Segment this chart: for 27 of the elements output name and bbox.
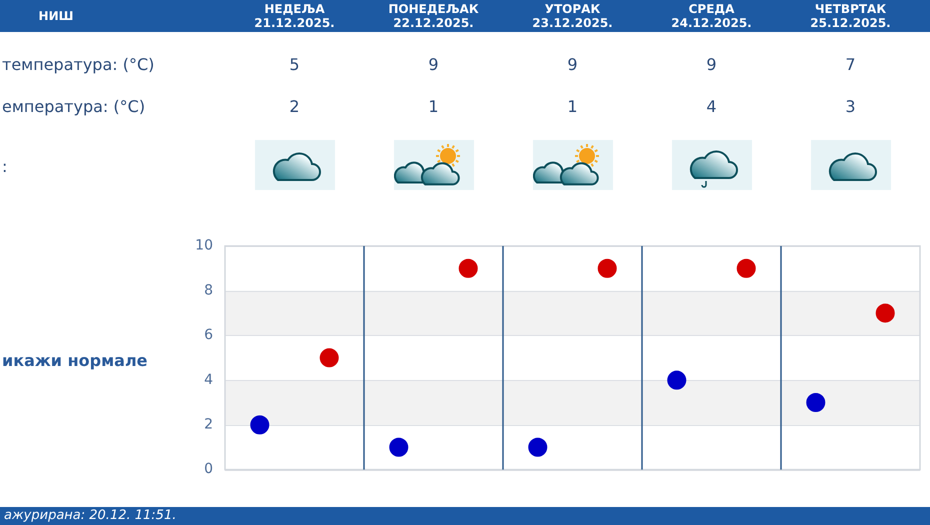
text: НЕДЕЉА 21.12.2025. (253, 2, 336, 30)
text: ЧЕТВРТАК 25.12.2025. (809, 2, 892, 30)
data-label: 1 (427, 97, 440, 116)
y-tick-label: 0 (204, 461, 213, 478)
text: НИШ (38, 9, 74, 23)
text: СРЕДА 24.12.2025. (670, 2, 753, 30)
text: икажи нормале (2, 351, 148, 370)
y-tick-label: 6 (204, 327, 214, 344)
data-label: 3 (844, 97, 857, 116)
y-tick-label: 2 (204, 416, 213, 433)
data-label: 1 (566, 97, 579, 116)
data-label: 9 (566, 55, 579, 74)
y-tick-label: 4 (204, 372, 214, 388)
data-label: 4 (705, 97, 718, 116)
y-tick-label: 10 (195, 238, 213, 254)
text: УТОРАК 23.12.2025. (531, 2, 614, 30)
data-label: 7 (844, 55, 857, 74)
y-tick-label: 8 (204, 282, 213, 298)
text: : (2, 157, 8, 176)
text: ажурирана: 20.12. 11:51. (4, 507, 176, 525)
text: ПОНЕДЕЉАК 22.12.2025. (387, 2, 480, 30)
data-label: 9 (427, 55, 440, 74)
data-label: 5 (288, 55, 301, 74)
text: емпература: (°C) (2, 97, 146, 116)
data-label: 9 (705, 55, 718, 74)
data-label: 2 (288, 97, 301, 116)
text: температура: (°C) (2, 55, 154, 74)
